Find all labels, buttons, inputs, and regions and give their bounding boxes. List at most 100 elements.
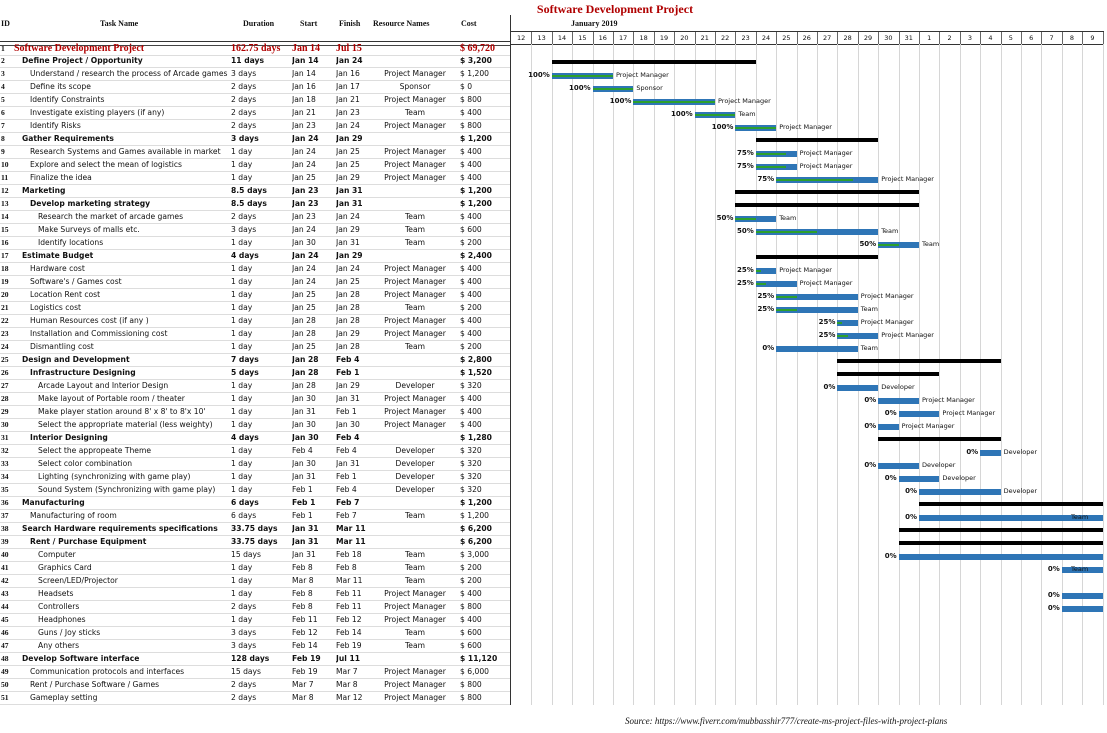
task-row[interactable]: 5 Identify Constraints 2 days Jan 18 Jan 21 P… [0,93,510,107]
task-row[interactable]: 24 Dismantling cost 1 day Jan 25 Jan 28 Team $… [0,340,510,354]
task-row[interactable]: 23 Installation and Commissioning cost 1 d… [0,327,510,341]
task-bar[interactable] [878,424,899,430]
task-finish: Jan 16 [336,69,360,78]
task-bar[interactable] [837,333,879,339]
task-row[interactable]: 36 Manufacturing 6 days Feb 1 Feb 7 $ 1,200 [0,496,510,510]
col-id-header[interactable]: ID [1,19,10,28]
task-row[interactable]: 18 Hardware cost 1 day Jan 24 Jan 24 Project … [0,262,510,276]
task-row[interactable]: 21 Logistics cost 1 day Jan 25 Jan 28 Team $ 2… [0,301,510,315]
task-row[interactable]: 29 Make player station around 8' x 8' to … [0,405,510,419]
task-row[interactable]: 44 Controllers 2 days Feb 8 Feb 11 Project Ma… [0,600,510,614]
summary-bar[interactable] [837,372,940,376]
task-row[interactable]: 4 Define its scope 2 days Jan 16 Jan 17 Spons… [0,80,510,94]
task-bar[interactable] [919,489,1001,495]
task-id: 42 [1,576,9,585]
summary-bar[interactable] [878,437,1001,441]
task-row[interactable]: 40 Computer 15 days Jan 31 Feb 18 Team $ 3,000 [0,548,510,562]
col-resource-header[interactable]: Resource Names [373,19,430,28]
task-row[interactable]: 43 Headsets 1 day Feb 8 Feb 11 Project Manage… [0,587,510,601]
col-task-header[interactable]: Task Name [100,19,139,28]
task-row[interactable]: 3 Understand / research the process of Ar… [0,67,510,81]
summary-bar[interactable] [919,502,1103,506]
task-bar[interactable] [776,294,858,300]
task-row[interactable]: 14 Research the market of arcade games 2 d… [0,210,510,224]
bar-resource-label: Project Manager [860,318,914,326]
col-start-header[interactable]: Start [300,19,318,28]
task-bar[interactable] [776,307,858,313]
bar-resource-label: Developer [1003,487,1038,495]
task-row[interactable]: 15 Make Surveys of malls etc. 3 days Jan 24… [0,223,510,237]
summary-bar[interactable] [898,541,1103,545]
task-bar[interactable] [735,216,777,222]
task-bar[interactable] [878,398,919,404]
task-row[interactable]: 6 Investigate existing players (if any) 2 … [0,106,510,120]
task-bar[interactable] [878,463,919,469]
task-row[interactable]: 30 Select the appropriate material (less … [0,418,510,432]
task-row[interactable]: 16 Identify locations 1 day Jan 30 Jan 31 Tea… [0,236,510,250]
task-row[interactable]: 26 Infrastructure Designing 5 days Jan 28 Fe… [0,366,510,380]
summary-bar[interactable] [735,203,919,207]
summary-bar[interactable] [755,138,879,142]
task-row[interactable]: 22 Human Resources cost (if any ) 1 day Jan… [0,314,510,328]
task-bar[interactable] [898,554,1103,560]
task-row[interactable]: 9 Research Systems and Games available in… [0,145,510,159]
task-bar[interactable] [837,385,879,391]
task-row[interactable]: 19 Software's / Games cost 1 day Jan 24 Jan … [0,275,510,289]
task-row[interactable]: 51 Gameplay setting 2 days Mar 8 Mar 12 Proje… [0,691,510,705]
task-row[interactable]: 38 Search Hardware requirements specifica… [0,522,510,536]
task-bar[interactable] [1061,593,1103,599]
task-row[interactable]: 13 Develop marketing strategy 8.5 days Jan … [0,197,510,211]
task-cost: $ 800 [460,121,482,130]
task-bar[interactable] [980,450,1001,456]
task-bar[interactable] [1061,606,1103,612]
task-row[interactable]: 8 Gather Requirements 3 days Jan 24 Jan 29 $ … [0,132,510,146]
summary-bar[interactable] [837,359,1001,363]
task-row[interactable]: 20 Location Rent cost 1 day Jan 25 Jan 28 Pro… [0,288,510,302]
summary-bar[interactable] [755,255,879,259]
task-bar[interactable] [919,515,1103,521]
grid-line [1000,44,1002,705]
summary-bar[interactable] [735,190,919,194]
task-bar[interactable] [755,281,797,287]
task-row[interactable]: 17 Estimate Budget 4 days Jan 24 Jan 29 $ 2,4… [0,249,510,263]
task-bar[interactable] [776,346,858,352]
task-bar[interactable] [755,268,777,274]
task-row[interactable]: 2 Define Project / Opportunity 11 days Jan … [0,54,510,68]
task-row[interactable]: 47 Any others 3 days Feb 14 Feb 19 Team $ 600 [0,639,510,653]
task-row[interactable]: 1 Software Development Project 162.75 days… [0,41,510,56]
task-bar[interactable] [898,411,940,417]
task-row[interactable]: 11 Finalize the idea 1 day Jan 25 Jan 29 Proj… [0,171,510,185]
task-row[interactable]: 12 Marketing 8.5 days Jan 23 Jan 31 $ 1,200 [0,184,510,198]
task-row[interactable]: 28 Make layout of Portable room / theater… [0,392,510,406]
task-bar[interactable] [1061,567,1103,573]
task-bar[interactable] [837,320,858,326]
task-row[interactable]: 31 Interior Designing 4 days Jan 30 Feb 4 $ 1… [0,431,510,445]
task-row[interactable]: 27 Arcade Layout and Interior Design 1 day… [0,379,510,393]
task-bar[interactable] [878,242,919,248]
task-row[interactable]: 33 Select color combination 1 day Jan 30 Jan… [0,457,510,471]
task-bar[interactable] [898,476,940,482]
summary-bar[interactable] [898,528,1103,532]
task-row[interactable]: 32 Select the appropeate Theme 1 day Feb 4 F… [0,444,510,458]
col-cost-header[interactable]: Cost [461,19,477,28]
task-row[interactable]: 35 Sound System (Synchronizing with game … [0,483,510,497]
col-finish-header[interactable]: Finish [339,19,361,28]
percent-complete: 25% [818,318,836,326]
summary-bar[interactable] [551,60,756,64]
col-duration-header[interactable]: Duration [243,19,275,28]
task-row[interactable]: 46 Guns / Joy sticks 3 days Feb 12 Feb 14 Tea… [0,626,510,640]
task-row[interactable]: 42 Screen/LED/Projector 1 day Mar 8 Mar 11 Te… [0,574,510,588]
task-row[interactable]: 49 Communication protocols and interfaces… [0,665,510,679]
percent-complete: 0% [884,474,897,482]
task-row[interactable]: 34 Lighting (synchronizing with game play… [0,470,510,484]
task-bar[interactable] [755,229,879,235]
task-row[interactable]: 48 Develop Software interface 128 days Feb … [0,652,510,666]
task-row[interactable]: 10 Explore and select the mean of logisti… [0,158,510,172]
task-row[interactable]: 45 Headphones 1 day Feb 11 Feb 12 Project Man… [0,613,510,627]
task-row[interactable]: 50 Rent / Purchase Software / Games 2 days… [0,678,510,692]
task-row[interactable]: 41 Graphics Card 1 day Feb 8 Feb 8 Team $ 200 [0,561,510,575]
task-row[interactable]: 25 Design and Development 7 days Jan 28 Feb … [0,353,510,367]
task-row[interactable]: 37 Manufacturing of room 6 days Feb 1 Feb 7 T… [0,509,510,523]
task-row[interactable]: 7 Identify Risks 2 days Jan 23 Jan 24 Project… [0,119,510,133]
task-row[interactable]: 39 Rent / Purchase Equipment 33.75 days Jan… [0,535,510,549]
